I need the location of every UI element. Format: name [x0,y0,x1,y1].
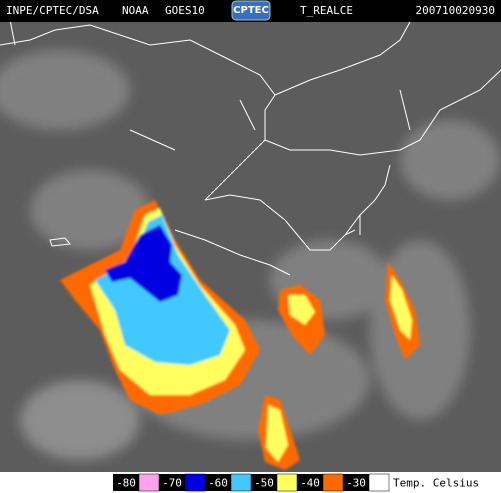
legend-value: -80 [116,477,136,490]
imagery [0,19,501,472]
legend-value: -60 [208,477,228,490]
legend-value-box [251,474,277,491]
legend-swatch [230,473,252,492]
legend-value: -50 [254,477,274,490]
legend: -80 -70 -60 -50 -40 -30 Temp. Celsius [113,473,479,492]
legend-swatch [276,473,298,492]
logo-badge [231,0,271,21]
timestamp: 200710020930 [416,4,495,17]
legend-swatch [322,473,344,492]
agency: INPE/CPTEC/DSA [6,4,99,17]
legend-value-box [205,474,231,491]
legend-swatch [184,473,206,492]
legend-title: Temp. Celsius [393,477,479,490]
legend-value-box [297,474,323,491]
product: T_REALCE [300,4,353,17]
satellite: GOES10 [165,4,205,17]
satellite-owner: NOAA [122,4,149,17]
logo: CPTEC [233,5,269,16]
legend-value: -70 [162,477,182,490]
legend-value-box [343,474,369,491]
legend-value: -30 [346,477,366,490]
legend-value: -40 [300,477,320,490]
legend-value-box [113,474,139,491]
legend-swatch [368,473,390,492]
legend-value-box [159,474,185,491]
legend-swatch [138,473,160,492]
